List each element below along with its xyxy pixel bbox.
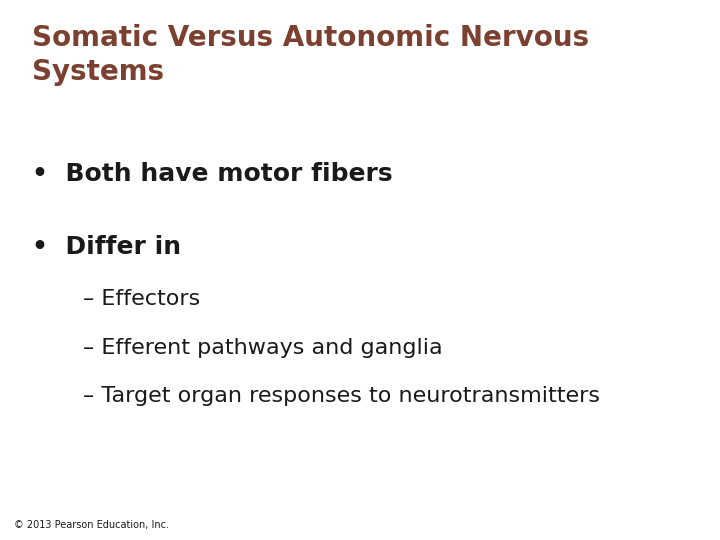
Text: – Efferent pathways and ganglia: – Efferent pathways and ganglia [83, 338, 442, 357]
Text: •  Both have motor fibers: • Both have motor fibers [32, 162, 393, 186]
Text: Somatic Versus Autonomic Nervous
Systems: Somatic Versus Autonomic Nervous Systems [32, 24, 590, 86]
Text: •  Differ in: • Differ in [32, 235, 181, 259]
Text: © 2013 Pearson Education, Inc.: © 2013 Pearson Education, Inc. [14, 520, 169, 530]
Text: – Target organ responses to neurotransmitters: – Target organ responses to neurotransmi… [83, 386, 600, 406]
Text: – Effectors: – Effectors [83, 289, 200, 309]
